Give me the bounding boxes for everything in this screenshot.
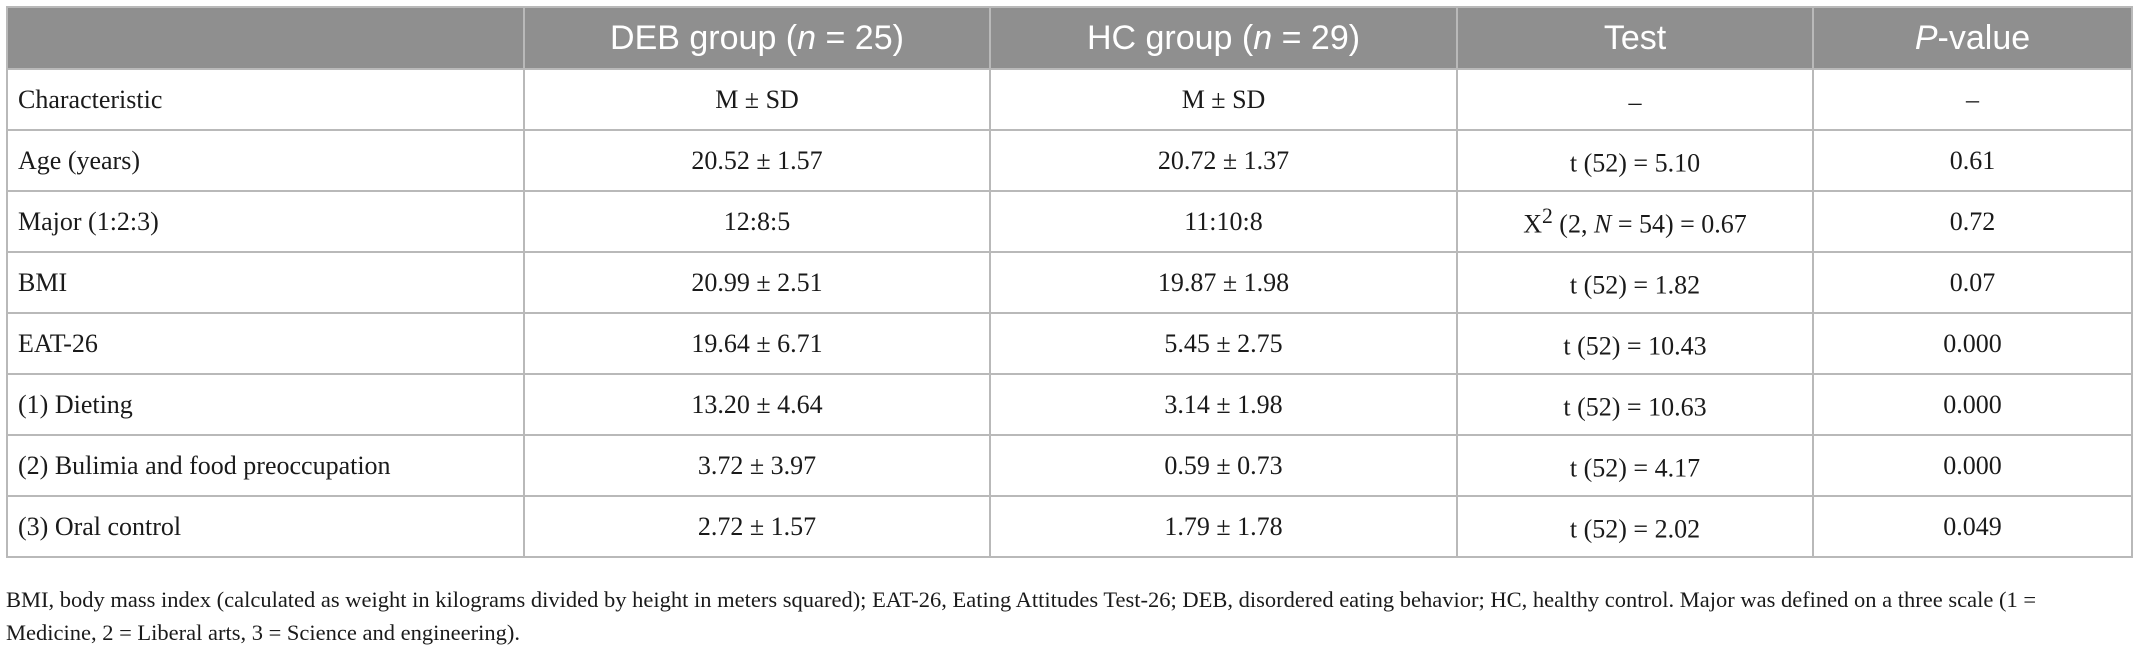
p-value-cell: 0.000 <box>1812 312 2133 375</box>
test-statistic-part: t (52) = 5.10 <box>1569 148 1701 178</box>
test-statistic-part: X <box>1523 209 1542 239</box>
p-value-cell: 0.61 <box>1812 129 2133 192</box>
table-row: EAT-26 19.64 ± 6.71 5.45 ± 2.75 t (52) = 10… <box>6 312 2133 375</box>
hc-value-cell: 5.45 ± 2.75 <box>989 312 1458 375</box>
deb-value-cell: 20.99 ± 2.51 <box>523 251 991 314</box>
table-row: (3) Oral control 2.72 ± 1.57 1.79 ± 1.78 t … <box>6 495 2133 558</box>
test-statistic-part: N <box>1593 209 1612 239</box>
p-value-cell: 0.000 <box>1812 434 2133 497</box>
table-footnote: BMI, body mass index (calculated as weig… <box>6 587 2037 645</box>
characteristics-table: DEB group (n = 25) HC group (n = 29) Tes… <box>6 6 2133 558</box>
hc-value-cell: 3.14 ± 1.98 <box>989 373 1458 436</box>
hc-value-cell: 20.72 ± 1.37 <box>989 129 1458 192</box>
row-label-cell: Age (years) <box>6 129 525 192</box>
table-row: (2) Bulimia and food preoccupation 3.72 ±… <box>6 434 2133 497</box>
p-value-cell: 0.049 <box>1812 495 2133 558</box>
row-label-cell: (2) Bulimia and food preoccupation <box>6 434 525 497</box>
test-statistic-part: (2, <box>1552 209 1594 239</box>
test-statistic-part: 2 <box>1541 203 1553 228</box>
deb-value-cell: 3.72 ± 3.97 <box>523 434 991 497</box>
table-row: Characteristic M ± SD M ± SD – – <box>6 68 2133 131</box>
deb-value-cell: 13.20 ± 4.64 <box>523 373 991 436</box>
deb-value-cell: 2.72 ± 1.57 <box>523 495 991 558</box>
test-statistic-cell: t (52) = 5.10 <box>1456 129 1814 192</box>
test-statistic-cell: t (52) = 4.17 <box>1456 434 1814 497</box>
table-row: (1) Dieting 13.20 ± 4.64 3.14 ± 1.98 t (52)… <box>6 373 2133 436</box>
header-row: DEB group (n = 25) HC group (n = 29) Tes… <box>6 6 2133 70</box>
hc-value-cell: 19.87 ± 1.98 <box>989 251 1458 314</box>
hc-value-cell: 0.59 ± 0.73 <box>989 434 1458 497</box>
row-label-cell: Characteristic <box>6 68 525 131</box>
data-table-container: DEB group (n = 25) HC group (n = 29) Tes… <box>6 6 2133 558</box>
p-value-cell: 0.72 <box>1812 190 2133 253</box>
row-label-cell: (3) Oral control <box>6 495 525 558</box>
p-value-cell: 0.07 <box>1812 251 2133 314</box>
deb-value-cell: 19.64 ± 6.71 <box>523 312 991 375</box>
test-statistic-part: t (52) = 10.63 <box>1563 392 1707 422</box>
hc-value-cell: 1.79 ± 1.78 <box>989 495 1458 558</box>
p-value-cell: 0.000 <box>1812 373 2133 436</box>
test-statistic-cell: X2 (2, N = 54) = 0.67 <box>1456 190 1814 253</box>
header-blank-cell <box>6 6 525 70</box>
p-value-cell: – <box>1812 68 2133 131</box>
table-row: BMI 20.99 ± 2.51 19.87 ± 1.98 t (52) = 1.82… <box>6 251 2133 314</box>
header-p-value: P-value <box>1812 6 2133 70</box>
test-statistic-part: t (52) = 2.02 <box>1569 514 1701 544</box>
row-label-cell: EAT-26 <box>6 312 525 375</box>
header-test: Test <box>1456 6 1814 70</box>
test-statistic-cell: – <box>1456 68 1814 131</box>
table-row: Major (1:2:3) 12:8:5 11:10:8 X2 (2, N = 54)… <box>6 190 2133 253</box>
deb-value-cell: 20.52 ± 1.57 <box>523 129 991 192</box>
test-statistic-cell: t (52) = 2.02 <box>1456 495 1814 558</box>
test-statistic-part: – <box>1628 87 1642 117</box>
deb-value-cell: 12:8:5 <box>523 190 991 253</box>
test-statistic-part: t (52) = 10.43 <box>1563 331 1707 361</box>
row-label-cell: BMI <box>6 251 525 314</box>
header-hc-group: HC group (n = 29) <box>989 6 1458 70</box>
header-deb-group: DEB group (n = 25) <box>523 6 991 70</box>
row-label-cell: Major (1:2:3) <box>6 190 525 253</box>
test-statistic-part: t (52) = 4.17 <box>1569 453 1701 483</box>
row-label-cell: (1) Dieting <box>6 373 525 436</box>
test-statistic-cell: t (52) = 1.82 <box>1456 251 1814 314</box>
test-statistic-cell: t (52) = 10.63 <box>1456 373 1814 436</box>
test-statistic-part: = 54) = 0.67 <box>1611 209 1747 239</box>
hc-value-cell: M ± SD <box>989 68 1458 131</box>
test-statistic-part: t (52) = 1.82 <box>1569 270 1701 300</box>
hc-value-cell: 11:10:8 <box>989 190 1458 253</box>
table-row: Age (years) 20.52 ± 1.57 20.72 ± 1.37 t (52… <box>6 129 2133 192</box>
test-statistic-cell: t (52) = 10.43 <box>1456 312 1814 375</box>
deb-value-cell: M ± SD <box>523 68 991 131</box>
